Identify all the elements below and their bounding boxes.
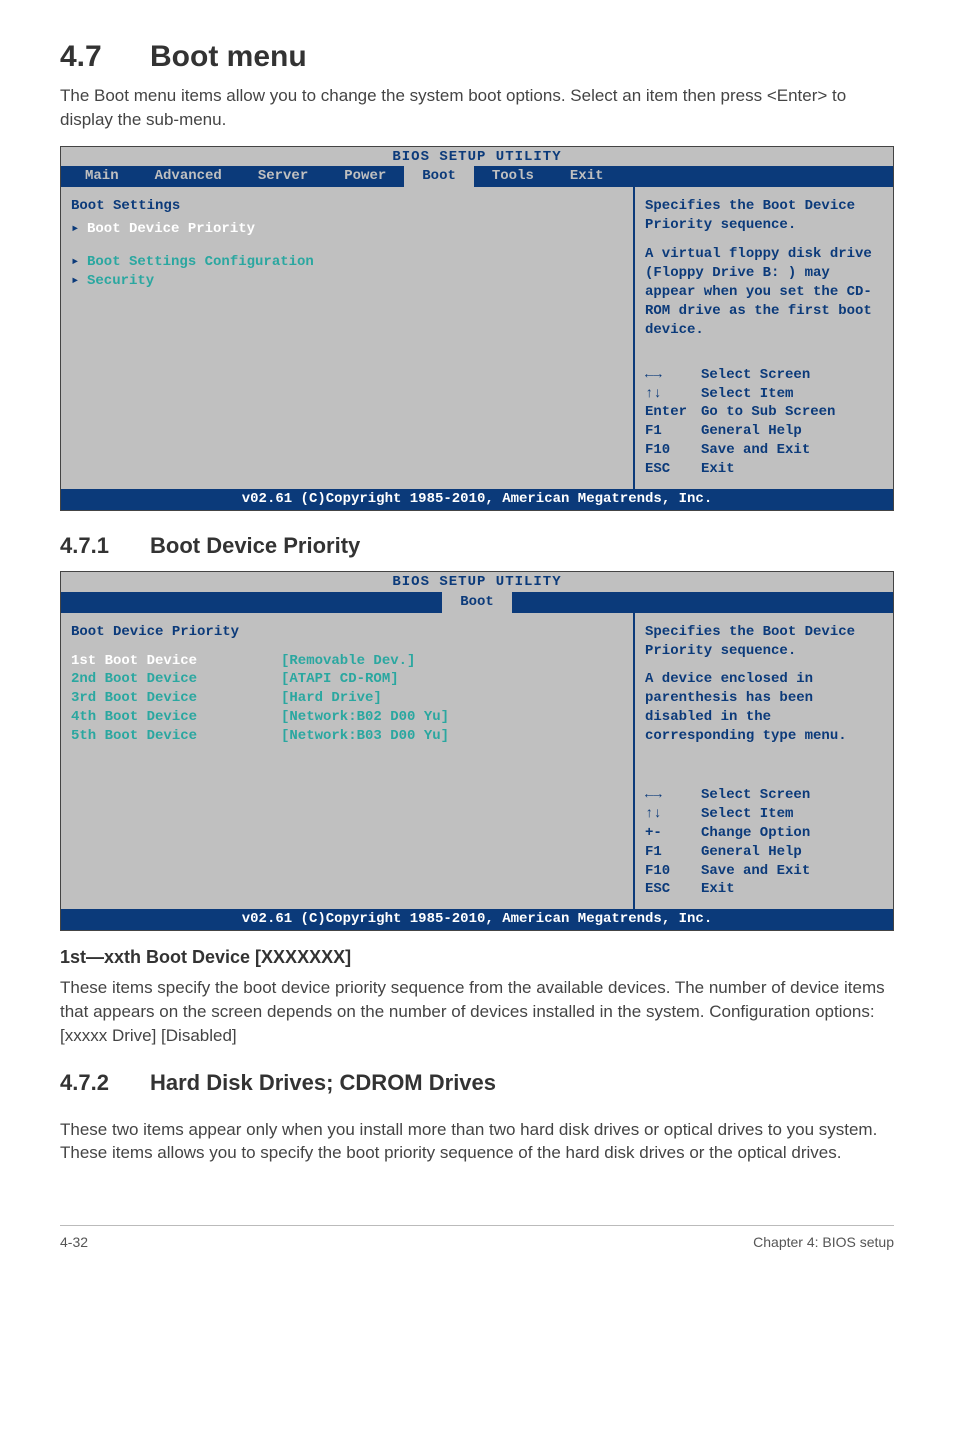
nav-key: ←→ [645,366,701,385]
nav-key: ESC [645,880,701,899]
boot-device-priority-heading: Boot Device Priority [71,623,623,642]
tab-power[interactable]: Power [326,166,404,187]
field-value: [Hard Drive] [281,689,382,708]
help-text-1: Specifies the Boot Device Priority seque… [645,623,883,661]
tab-boot[interactable]: Boot [442,592,512,613]
bios-screenshot-boot-device-priority: BIOS SETUP UTILITY Boot Boot Device Prio… [60,571,894,931]
nav-key: +- [645,824,701,843]
subsection-title-text: Boot Device Priority [150,533,360,558]
bios-left-pane: Boot Device Priority 1st Boot Device [Re… [61,613,633,910]
submenu-arrow-icon: ▸ [71,272,87,291]
field-value: [Network:B02 D00 Yu] [281,708,449,727]
bios-footer: v02.61 (C)Copyright 1985-2010, American … [61,909,893,930]
menu-label: Boot Settings Configuration [87,253,314,272]
nav-key: F1 [645,422,701,441]
subsection-heading: 4.7.1Boot Device Priority [60,533,894,559]
nav-label: Exit [701,460,735,479]
tab-boot[interactable]: Boot [404,166,474,187]
nav-label: General Help [701,843,802,862]
section-heading: 4.7Boot menu [60,40,894,74]
nav-help: ←→Select Screen ↑↓Select Item EnterGo to… [645,366,883,479]
hard-disk-paragraph: These two items appear only when you ins… [60,1118,894,1166]
menu-item-boot-device-priority[interactable]: ▸ Boot Device Priority [71,220,623,239]
intro-paragraph: The Boot menu items allow you to change … [60,84,894,132]
field-label: 1st Boot Device [71,652,281,671]
field-value: [ATAPI CD-ROM] [281,670,399,689]
tab-tools[interactable]: Tools [474,166,552,187]
boot-device-option-title: 1st—xxth Boot Device [XXXXXXX] [60,947,894,968]
nav-label: Exit [701,880,735,899]
menu-label: Security [87,272,154,291]
field-label: 3rd Boot Device [71,689,281,708]
field-2nd-boot-device[interactable]: 2nd Boot Device [ATAPI CD-ROM] [71,670,623,689]
nav-key: ↑↓ [645,805,701,824]
field-1st-boot-device[interactable]: 1st Boot Device [Removable Dev.] [71,652,623,671]
field-label: 5th Boot Device [71,727,281,746]
bios-footer: v02.61 (C)Copyright 1985-2010, American … [61,489,893,510]
nav-key: ESC [645,460,701,479]
nav-key: F1 [645,843,701,862]
subsection-title-text: Hard Disk Drives; CDROM Drives [150,1070,496,1095]
bios-left-pane: Boot Settings ▸ Boot Device Priority ▸ B… [61,187,633,489]
tab-server[interactable]: Server [240,166,326,187]
nav-label: Select Item [701,385,793,404]
subsection-number: 4.7.1 [60,533,150,559]
nav-key: ↑↓ [645,385,701,404]
field-value: [Network:B03 D00 Yu] [281,727,449,746]
nav-key: Enter [645,403,701,422]
page-number: 4-32 [60,1234,88,1250]
nav-label: Change Option [701,824,810,843]
field-4th-boot-device[interactable]: 4th Boot Device [Network:B02 D00 Yu] [71,708,623,727]
section-title-text: Boot menu [150,40,307,73]
field-label: 2nd Boot Device [71,670,281,689]
menu-label: Boot Device Priority [87,220,255,239]
page-footer: 4-32 Chapter 4: BIOS setup [60,1225,894,1250]
menu-item-security[interactable]: ▸ Security [71,272,623,291]
nav-key: F10 [645,862,701,881]
nav-label: General Help [701,422,802,441]
nav-label: Save and Exit [701,441,810,460]
field-label: 4th Boot Device [71,708,281,727]
nav-label: Select Item [701,805,793,824]
tab-main[interactable]: Main [67,166,137,187]
bios-title: BIOS SETUP UTILITY [61,572,893,592]
nav-label: Select Screen [701,366,810,385]
nav-label: Select Screen [701,786,810,805]
submenu-arrow-icon: ▸ [71,220,87,239]
nav-key: ←→ [645,786,701,805]
menu-item-boot-settings-config[interactable]: ▸ Boot Settings Configuration [71,253,623,272]
bios-screenshot-boot-menu: BIOS SETUP UTILITY Main Advanced Server … [60,146,894,511]
bios-tab-bar: Main Advanced Server Power Boot Tools Ex… [61,166,893,187]
nav-key: F10 [645,441,701,460]
nav-label: Go to Sub Screen [701,403,835,422]
help-text-1: Specifies the Boot Device Priority seque… [645,197,883,235]
boot-settings-heading: Boot Settings [71,197,623,216]
bios-tab-bar: Boot [61,592,893,613]
boot-device-option-paragraph: These items specify the boot device prio… [60,976,894,1047]
subsection-heading-2: 4.7.2Hard Disk Drives; CDROM Drives [60,1070,894,1096]
help-text-2: A virtual floppy disk drive (Floppy Driv… [645,245,883,339]
section-number: 4.7 [60,40,150,74]
subsection-number: 4.7.2 [60,1070,150,1096]
chapter-label: Chapter 4: BIOS setup [753,1234,894,1250]
field-3rd-boot-device[interactable]: 3rd Boot Device [Hard Drive] [71,689,623,708]
tab-exit[interactable]: Exit [552,166,622,187]
tab-advanced[interactable]: Advanced [137,166,240,187]
nav-label: Save and Exit [701,862,810,881]
submenu-arrow-icon: ▸ [71,253,87,272]
bios-help-pane: Specifies the Boot Device Priority seque… [633,187,893,489]
help-text-2: A device enclosed in parenthesis has bee… [645,670,883,746]
field-5th-boot-device[interactable]: 5th Boot Device [Network:B03 D00 Yu] [71,727,623,746]
bios-title: BIOS SETUP UTILITY [61,147,893,167]
field-value: [Removable Dev.] [281,652,415,671]
nav-help: ←→Select Screen ↑↓Select Item +-Change O… [645,786,883,899]
bios-help-pane: Specifies the Boot Device Priority seque… [633,613,893,910]
